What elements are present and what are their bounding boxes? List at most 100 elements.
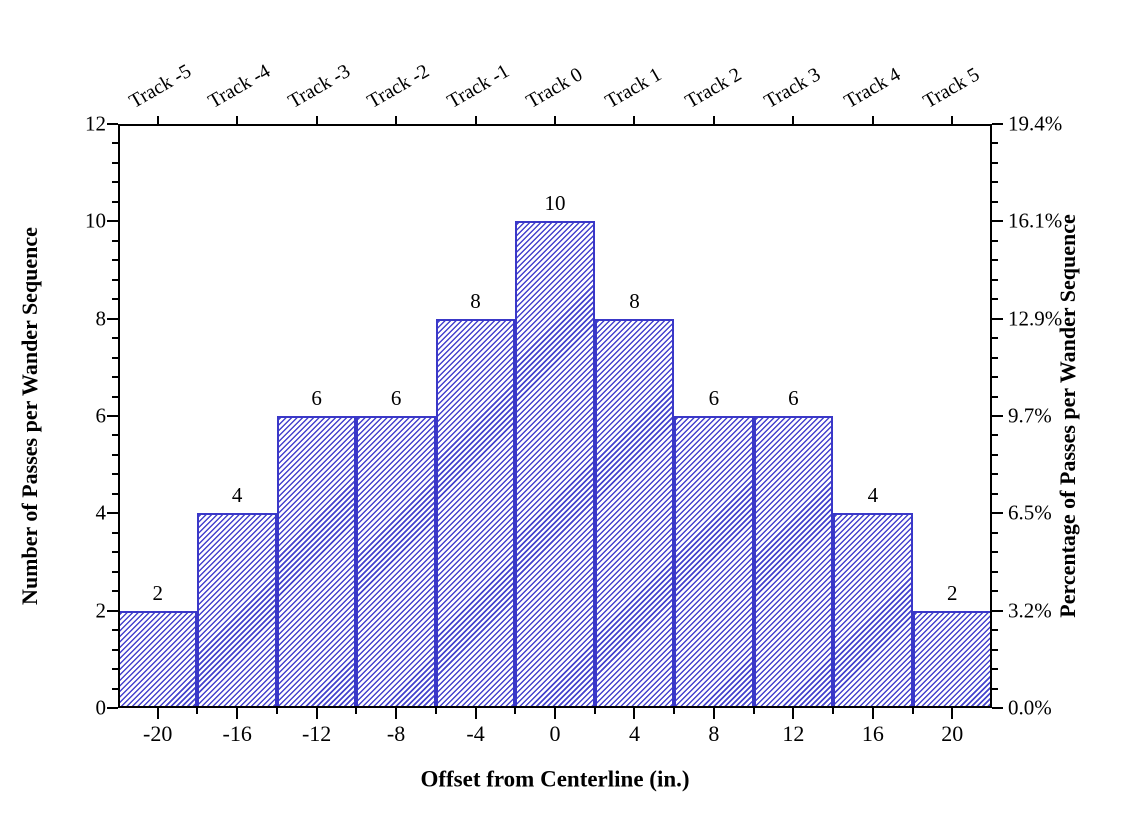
y-minor-tick-right	[992, 434, 998, 437]
top-axis-tick	[156, 116, 159, 124]
y-tick-label-left: 6	[95, 403, 107, 428]
x-tick-label: 12	[782, 721, 805, 746]
y-axis-label-left: Number of Passes per Wander Sequence	[17, 227, 42, 605]
y-minor-tick-right	[992, 453, 998, 456]
y-minor-tick-right	[992, 629, 998, 632]
bar	[356, 416, 436, 708]
y-minor-tick-right	[992, 356, 998, 359]
bar-value-label: 6	[708, 386, 720, 410]
y-tick-label-left: 8	[95, 306, 107, 331]
y-minor-tick-left	[112, 278, 118, 281]
y-minor-tick-left	[112, 200, 118, 203]
y-minor-tick-right	[992, 492, 998, 495]
y-minor-tick-right	[992, 473, 998, 476]
y-minor-tick-left	[112, 648, 118, 651]
top-axis-tick	[712, 116, 715, 124]
x-major-tick	[474, 708, 477, 719]
y-minor-tick-right	[992, 668, 998, 671]
y-minor-tick-right	[992, 551, 998, 554]
bar	[435, 318, 516, 708]
y-major-tick-left	[107, 415, 118, 417]
y-minor-tick-left	[112, 453, 118, 456]
track-label-text: Track 3	[760, 63, 825, 113]
y-minor-tick-right	[992, 376, 998, 379]
track-label-text: Track -5	[125, 60, 195, 113]
bar-value-label: 8	[629, 288, 640, 313]
x-minor-tick	[514, 708, 517, 714]
bar-value-label: 6	[788, 386, 799, 410]
y-minor-tick-left	[112, 337, 118, 340]
bar	[912, 610, 992, 708]
x-minor-tick	[752, 708, 755, 714]
y-major-tick-left	[107, 609, 118, 612]
bar	[674, 416, 754, 708]
y-minor-tick-right	[992, 278, 998, 281]
y-major-tick-right	[992, 123, 1003, 125]
y-major-tick-right	[992, 220, 1003, 223]
y-minor-tick-left	[112, 298, 118, 301]
y-minor-tick-left	[112, 142, 118, 145]
x-tick-label: -8	[386, 721, 406, 746]
y-minor-tick-right	[992, 337, 998, 340]
y-minor-tick-left	[112, 590, 118, 593]
y-minor-tick-left	[112, 376, 118, 379]
x-minor-tick	[275, 708, 278, 714]
track-label-text: Track 4	[840, 63, 905, 113]
y-minor-tick-right	[992, 570, 998, 573]
y-minor-tick-right	[992, 181, 998, 184]
track-label-text: Track -2	[363, 60, 434, 113]
x-minor-tick	[832, 708, 835, 714]
track-label-text: Track -1	[443, 60, 513, 113]
track-label-text: Track 5	[919, 63, 984, 113]
y-major-tick-left	[107, 317, 118, 320]
x-major-tick	[633, 708, 636, 719]
bar-value-label: 6	[311, 386, 322, 410]
x-major-tick	[156, 708, 159, 719]
y-minor-tick-left	[112, 356, 118, 359]
y-minor-tick-right	[992, 590, 998, 593]
y-minor-tick-left	[112, 629, 118, 632]
x-major-tick	[951, 708, 954, 719]
y-major-tick-right	[992, 609, 1003, 612]
top-axis-tick	[792, 116, 795, 124]
bar-value-label: 4	[231, 483, 243, 508]
y-major-tick-left	[107, 512, 118, 515]
y-minor-tick-left	[112, 259, 118, 262]
y-major-tick-left	[107, 707, 118, 709]
y-minor-tick-left	[112, 570, 118, 573]
y-tick-label-right: 9.7%	[1008, 403, 1052, 428]
bar	[276, 416, 357, 708]
x-minor-tick	[911, 708, 914, 714]
y-tick-label-left: 10	[85, 208, 106, 233]
y-major-tick-left	[107, 220, 118, 223]
top-axis-tick	[951, 116, 954, 124]
y-tick-label-right: 16.1%	[1008, 208, 1063, 233]
y-minor-tick-right	[992, 200, 998, 203]
y-minor-tick-right	[992, 395, 998, 398]
x-tick-label: 8	[708, 721, 720, 746]
bar-value-label: 10	[544, 191, 566, 216]
x-minor-tick	[355, 708, 358, 714]
y-minor-tick-left	[112, 395, 118, 398]
y-tick-label-left: 2	[95, 598, 107, 623]
x-major-tick	[554, 708, 556, 719]
top-axis-tick	[871, 116, 874, 124]
y-tick-label-right: 6.5%	[1008, 500, 1052, 525]
y-major-tick-right	[992, 512, 1003, 515]
y-major-tick-right	[992, 317, 1003, 320]
plot-area: 2 4 6 6 8 10 8 6 6 4 2	[118, 124, 992, 708]
x-major-tick	[315, 708, 318, 719]
y-minor-tick-left	[112, 434, 118, 437]
x-tick-label: 16	[861, 721, 884, 746]
x-minor-tick	[593, 708, 596, 714]
y-minor-tick-right	[992, 531, 998, 534]
x-tick-label: -16	[222, 721, 252, 746]
bar	[753, 416, 834, 708]
y-minor-tick-left	[112, 239, 118, 242]
y-minor-tick-right	[992, 298, 998, 301]
bar	[594, 318, 675, 708]
top-axis-tick	[236, 116, 239, 124]
x-minor-tick	[673, 708, 676, 714]
y-minor-tick-right	[992, 259, 998, 262]
